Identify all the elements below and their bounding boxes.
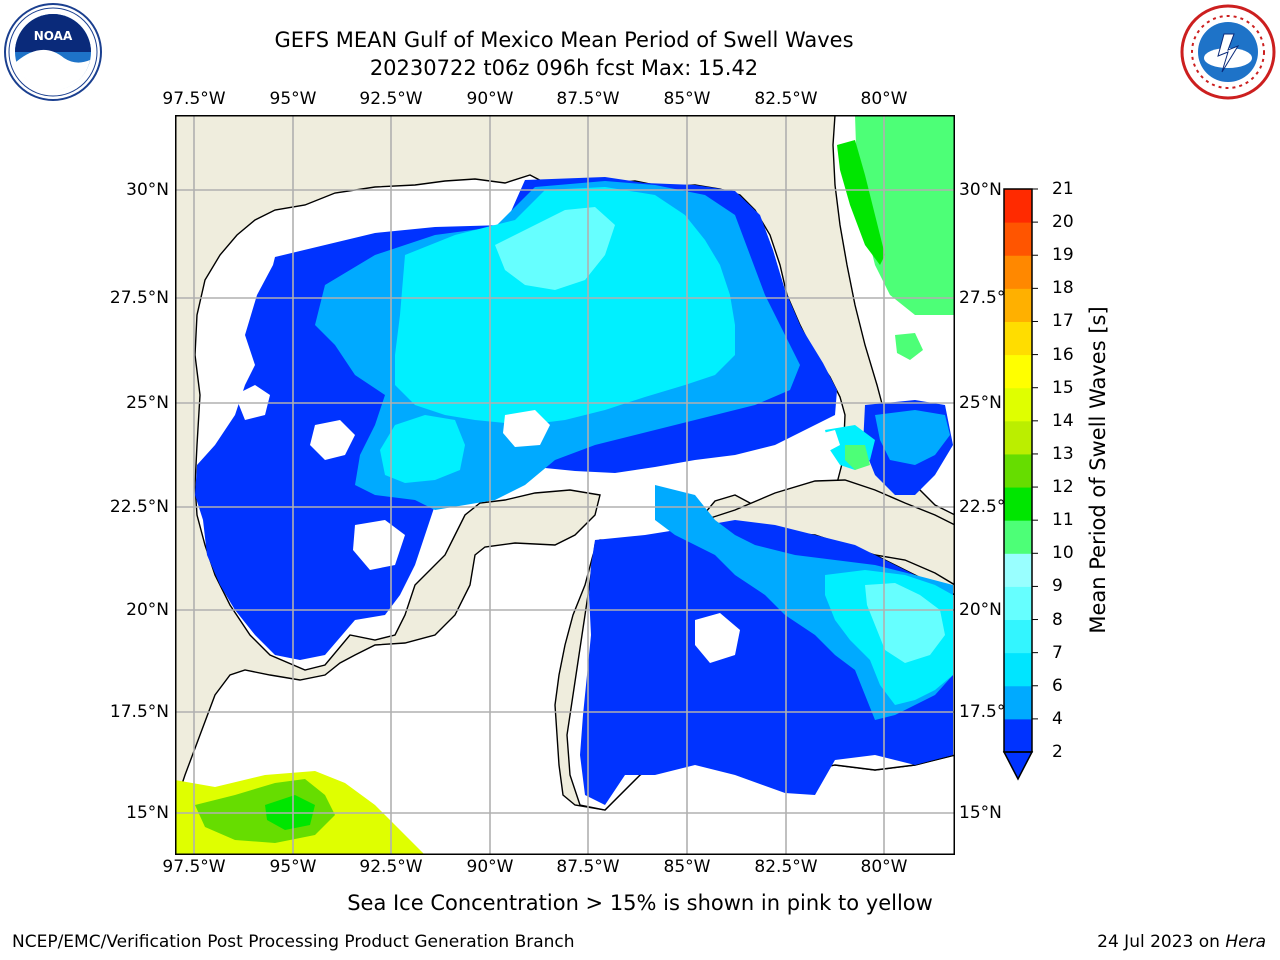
colorbar-band-5 bbox=[1004, 553, 1032, 587]
lon-tick-top-4: 87.5°W bbox=[556, 89, 620, 109]
colorbar-band-10 bbox=[1004, 387, 1032, 422]
colorbar-band-7 bbox=[1004, 487, 1032, 521]
colorbar-band-14 bbox=[1004, 255, 1032, 289]
colorbar-band-0 bbox=[1004, 718, 1032, 753]
lon-tick-bottom-1: 95°W bbox=[269, 857, 317, 877]
footer-right: 24 Jul 2023 on Hera bbox=[1097, 932, 1266, 952]
sea-ice-note: Sea Ice Concentration > 15% is shown in … bbox=[347, 891, 933, 915]
lon-tick-bottom-3: 90°W bbox=[466, 857, 514, 877]
colorbar-tick-5: 9 bbox=[1052, 576, 1063, 597]
lat-tick-left-1: 27.5°N bbox=[109, 288, 169, 308]
lon-tick-bottom-6: 82.5°W bbox=[754, 857, 818, 877]
wave-field-bright-green bbox=[837, 140, 885, 265]
footer-date: 24 Jul 2023 on bbox=[1097, 932, 1226, 952]
lat-tick-right-4: 20°N bbox=[959, 600, 1002, 620]
lon-tick-top-0: 97.5°W bbox=[162, 89, 226, 109]
map-subtitle: 20230722 t06z 096h fcst Max: 15.42 bbox=[369, 56, 759, 80]
colorbar-band-11 bbox=[1004, 354, 1032, 389]
lat-tick-left-2: 25°N bbox=[126, 393, 169, 413]
colorbar-tick-2: 6 bbox=[1052, 675, 1063, 696]
lon-tick-bottom-0: 97.5°W bbox=[162, 857, 226, 877]
lat-tick-left-0: 30°N bbox=[126, 180, 169, 200]
map-title: GEFS MEAN Gulf of Mexico Mean Period of … bbox=[274, 28, 854, 52]
lon-tick-bottom-2: 92.5°W bbox=[359, 857, 423, 877]
graticule bbox=[175, 115, 955, 855]
footer-left: NCEP/EMC/Verification Post Processing Pr… bbox=[12, 932, 575, 952]
lat-tick-right-2: 25°N bbox=[959, 393, 1002, 413]
lon-tick-top-2: 92.5°W bbox=[359, 89, 423, 109]
colorbar-band-9 bbox=[1004, 420, 1032, 455]
colorbar-band-8 bbox=[1004, 453, 1032, 488]
colorbar-band-13 bbox=[1004, 288, 1032, 322]
lon-tick-bottom-5: 85°W bbox=[663, 857, 711, 877]
lat-tick-left-6: 15°N bbox=[126, 803, 169, 823]
colorbar-tick-13: 17 bbox=[1052, 311, 1074, 332]
colorbar-band-1 bbox=[1004, 685, 1032, 720]
lon-tick-top-3: 90°W bbox=[466, 89, 514, 109]
nodata-holes bbox=[235, 385, 840, 663]
noaa-logo: NOAA bbox=[4, 3, 102, 101]
wave-field-light-cyan bbox=[495, 207, 945, 663]
colorbar-tick-8: 12 bbox=[1052, 477, 1074, 498]
map-frame bbox=[175, 115, 955, 855]
colorbar-tick-11: 15 bbox=[1052, 377, 1074, 398]
colorbar-tick-9: 13 bbox=[1052, 443, 1074, 464]
colorbar-tick-6: 10 bbox=[1052, 543, 1074, 564]
colorbar-tick-7: 11 bbox=[1052, 510, 1074, 531]
lon-tick-top-1: 95°W bbox=[269, 89, 317, 109]
colorbar-band-3 bbox=[1004, 619, 1032, 654]
colorbar-tick-15: 19 bbox=[1052, 245, 1074, 266]
lon-tick-bottom-7: 80°W bbox=[860, 857, 908, 877]
colorbar-band-2 bbox=[1004, 652, 1032, 687]
colorbar-frame bbox=[1003, 188, 1033, 753]
lon-tick-top-6: 82.5°W bbox=[754, 89, 818, 109]
lat-tick-right-6: 15°N bbox=[959, 803, 1002, 823]
colorbar-tick-1: 4 bbox=[1052, 708, 1063, 729]
map-panel bbox=[175, 115, 955, 855]
footer-machine: Hera bbox=[1225, 932, 1266, 952]
colorbar-tick-14: 18 bbox=[1052, 278, 1074, 299]
colorbar-band-16 bbox=[1004, 189, 1032, 223]
colorbar-tick-0: 2 bbox=[1052, 742, 1063, 762]
colorbar-tick-3: 7 bbox=[1052, 642, 1063, 663]
colorbar-band-12 bbox=[1004, 321, 1032, 356]
lat-tick-right-0: 30°N bbox=[959, 180, 1002, 200]
lon-tick-bottom-4: 87.5°W bbox=[556, 857, 620, 877]
lat-tick-left-5: 17.5°N bbox=[109, 702, 169, 722]
colorbar-tick-16: 20 bbox=[1052, 212, 1074, 233]
lon-tick-top-5: 85°W bbox=[663, 89, 711, 109]
colorbar-band-6 bbox=[1004, 520, 1032, 554]
noaa-logo-text: NOAA bbox=[34, 29, 73, 43]
colorbar-extend-arrow bbox=[1002, 751, 1034, 781]
colorbar bbox=[1002, 188, 1038, 781]
lon-tick-top-7: 80°W bbox=[860, 89, 908, 109]
nws-logo bbox=[1180, 4, 1276, 100]
colorbar-tick-17: 21 bbox=[1052, 179, 1074, 199]
colorbar-tick-10: 14 bbox=[1052, 410, 1074, 431]
lat-tick-left-3: 22.5°N bbox=[109, 497, 169, 517]
colorbar-tick-12: 16 bbox=[1052, 344, 1074, 365]
colorbar-label: Mean Period of Swell Waves [s] bbox=[1086, 306, 1110, 634]
colorbar-band-15 bbox=[1004, 222, 1032, 256]
lat-tick-left-4: 20°N bbox=[126, 600, 169, 620]
colorbar-band-4 bbox=[1004, 586, 1032, 621]
colorbar-tick-4: 8 bbox=[1052, 609, 1063, 630]
